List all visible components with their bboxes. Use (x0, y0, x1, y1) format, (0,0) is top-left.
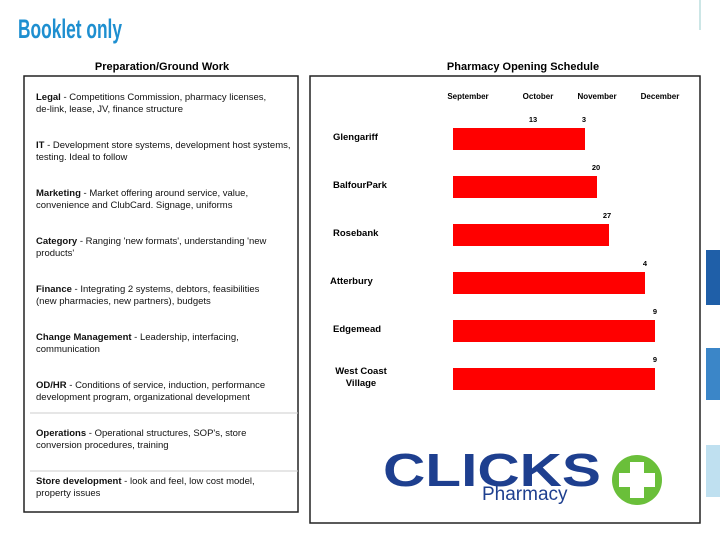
item-lead: IT (36, 140, 45, 151)
panel-title: Preparation/Ground Work (95, 61, 230, 73)
item-line: property issues (36, 488, 101, 499)
month-label: October (523, 92, 554, 101)
store-name: BalfourPark (333, 180, 388, 191)
slide-title: Booklet only (18, 14, 122, 44)
store-name: West Coast Village (335, 366, 387, 389)
item-line: convenience and ClubCard. Signage, unifo… (36, 200, 233, 211)
item-line: - Development store systems, development… (44, 140, 290, 151)
store-name: Edgemead (333, 324, 381, 335)
item-line: communication (36, 344, 100, 355)
logo-cross (619, 473, 655, 487)
item-line: products' (36, 248, 74, 259)
date-label: 4 (643, 259, 648, 268)
item-lead: Store development (36, 476, 122, 487)
logo-sub: Pharmacy (482, 484, 568, 505)
item-lead: Marketing (36, 188, 81, 199)
item-text: IT - Development store systems, developm… (36, 140, 291, 163)
item-line: - Conditions of service, induction, perf… (67, 380, 266, 391)
item-line: - Integrating 2 systems, debtors, feasib… (72, 284, 260, 295)
decor-block (706, 348, 720, 400)
item-text: Finance - Integrating 2 systems, debtors… (36, 284, 260, 307)
item-body: - Development store systems, development… (36, 140, 291, 163)
schedule-bar (453, 224, 609, 246)
logo-brand: CLICKS (383, 444, 601, 496)
item-line: (new pharmacies, new partners), budgets (36, 296, 211, 307)
item-lead: Change Management (36, 332, 132, 343)
schedule-bar (453, 128, 585, 150)
schedule-bar (453, 320, 655, 342)
date-label: 9 (653, 355, 657, 364)
item-lead: Finance (36, 284, 72, 295)
item-body: - look and feel, low cost model, property… (36, 476, 255, 499)
panel-title: Pharmacy Opening Schedule (447, 61, 599, 73)
item-line: - Leadership, interfacing, (132, 332, 239, 343)
logo: CLICKS Pharmacy (383, 444, 662, 505)
store-line: West Coast (335, 366, 387, 377)
item-body: - Integrating 2 systems, debtors, feasib… (36, 284, 260, 307)
item-body: - Ranging 'new formats', understanding '… (36, 236, 267, 259)
item-line: testing. Ideal to follow (36, 152, 127, 163)
month-label: November (577, 92, 616, 101)
item-body: - Conditions of service, induction, perf… (36, 380, 265, 403)
panel (309, 75, 701, 524)
store-line: Village (346, 378, 376, 389)
item-line: development program, organizational deve… (36, 392, 250, 403)
item-line: conversion procedures, training (36, 440, 169, 451)
item-text: OD/HR - Conditions of service, induction… (36, 380, 265, 403)
date-label: 3 (582, 115, 586, 124)
store-name: Rosebank (333, 228, 379, 239)
item-text: Legal - Competitions Commission, pharmac… (36, 92, 266, 115)
item-text: Change Management - Leadership, interfac… (36, 332, 239, 355)
item-body: - Competitions Commission, pharmacy lice… (36, 92, 266, 115)
store-name: Atterbury (330, 276, 373, 287)
item-text: Store development - look and feel, low c… (36, 476, 255, 499)
item-line: de-link, lease, JV, finance structure (36, 104, 183, 115)
date-label: 20 (592, 163, 600, 172)
item-line: - look and feel, low cost model, (122, 476, 255, 487)
schedule-bar (453, 272, 645, 294)
date-label: 27 (603, 211, 611, 220)
store-name: Glengariff (333, 132, 379, 143)
decor-block (706, 250, 720, 305)
item-text: Marketing - Market offering around servi… (36, 188, 248, 211)
month-label: December (641, 92, 680, 101)
item-lead: Legal (36, 92, 61, 103)
date-label: 13 (529, 115, 537, 124)
date-label: 9 (653, 307, 657, 316)
decor-block (706, 445, 720, 497)
item-line: - Competitions Commission, pharmacy lice… (61, 92, 266, 103)
month-label: September (447, 92, 488, 101)
item-lead: Operations (36, 428, 86, 439)
item-body: - Leadership, interfacing, communication (36, 332, 239, 355)
item-line: - Market offering around service, value, (81, 188, 248, 199)
item-text: Operations - Operational structures, SOP… (36, 428, 246, 451)
panel (23, 75, 299, 513)
item-line: - Ranging 'new formats', understanding '… (77, 236, 266, 247)
schedule-bar (453, 368, 655, 390)
item-body: - Operational structures, SOP's, store co… (36, 428, 246, 451)
item-lead: Category (36, 236, 78, 247)
schedule-bar (453, 176, 597, 198)
item-text: Category - Ranging 'new formats', unders… (36, 236, 267, 259)
item-body: - Market offering around service, value,… (36, 188, 248, 211)
item-line: - Operational structures, SOP's, store (86, 428, 246, 439)
item-lead: OD/HR (36, 380, 67, 391)
